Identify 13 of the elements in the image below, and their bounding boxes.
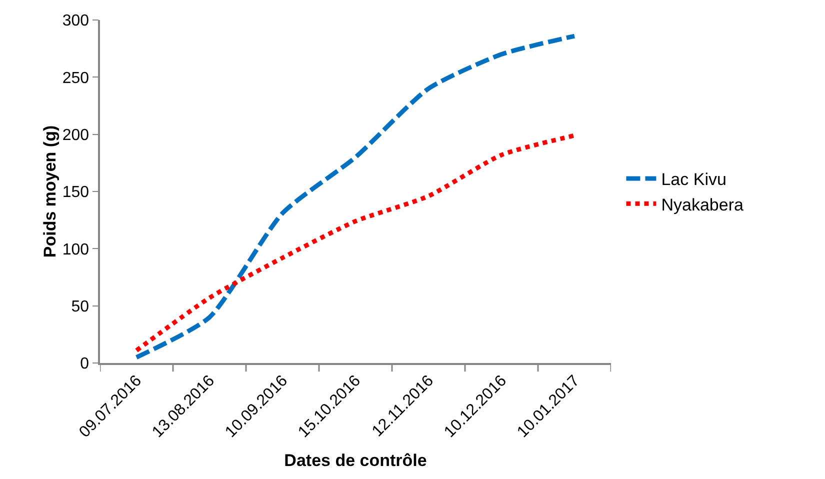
y-tick-label: 200 [62,126,90,144]
y-axis-title: Poids moyen (g) [40,125,60,258]
y-tick-label: 300 [62,12,90,30]
line-series [134,133,577,353]
y-tick-label: 250 [62,70,90,87]
y-tick-label: 50 [71,298,90,316]
legend-label: Nyakabera [661,195,744,214]
x-axis-title: Dates de contrôle [284,450,427,470]
legend-label: Lac Kivu [661,170,726,190]
y-tick-label: 0 [80,356,90,373]
y-tick-label: 100 [62,241,90,258]
y-tick-label: 150 [62,184,90,202]
line-series [134,34,577,360]
